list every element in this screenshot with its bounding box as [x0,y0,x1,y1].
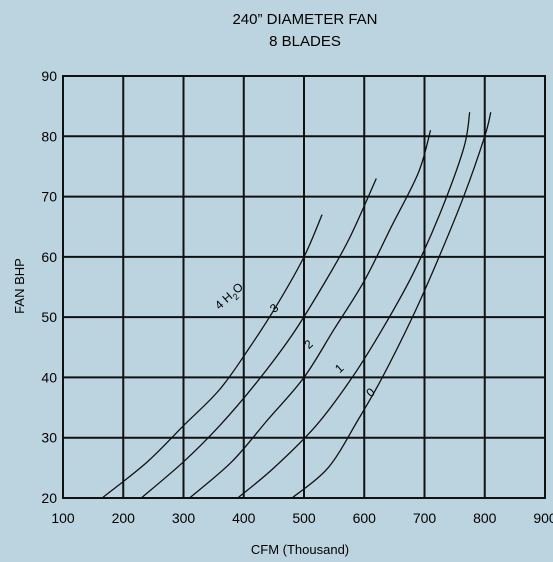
x-tick-label: 500 [292,510,316,526]
chart-title-line-2: 8 BLADES [269,33,341,50]
y-tick-label: 70 [41,189,57,205]
curve-label-1: 3 [267,300,282,315]
tick-labels: 100 200 300 400 500 600 700 800 9002030405060708… [41,68,553,526]
x-tick-label: 100 [51,510,75,526]
curve-label-3: 1 [332,361,347,376]
x-tick-label: 700 [413,510,437,526]
pressure-curve-3 [237,112,471,499]
y-tick-label: 90 [41,68,57,84]
x-axis-label: CFM (Thousand) [251,542,349,557]
pressure-curve-1 [140,178,377,499]
pressure-curve-4 [291,112,492,499]
x-tick-label: 200 [112,510,136,526]
y-tick-label: 30 [41,430,57,446]
x-tick-label: 400 [232,510,256,526]
grid [62,75,546,499]
curve-label-4: 0 [363,385,378,400]
chart-title-line-1: 240” DIAMETER FAN [232,11,377,28]
x-tick-label: 800 [473,510,497,526]
y-tick-label: 80 [41,128,57,144]
y-axis-label: FAN BHP [12,258,27,314]
y-tick-label: 50 [41,309,57,325]
x-tick-label: 900 [533,510,553,526]
pressure-curve-0 [101,214,323,499]
pressure-curve-2 [189,130,432,499]
x-tick-label: 600 [353,510,377,526]
curve-label-0: 4 H2O [212,280,248,315]
curves [101,112,492,499]
y-tick-label: 60 [41,249,57,265]
y-tick-label: 40 [41,369,57,385]
y-tick-label: 20 [41,490,57,506]
x-tick-label: 300 [172,510,196,526]
